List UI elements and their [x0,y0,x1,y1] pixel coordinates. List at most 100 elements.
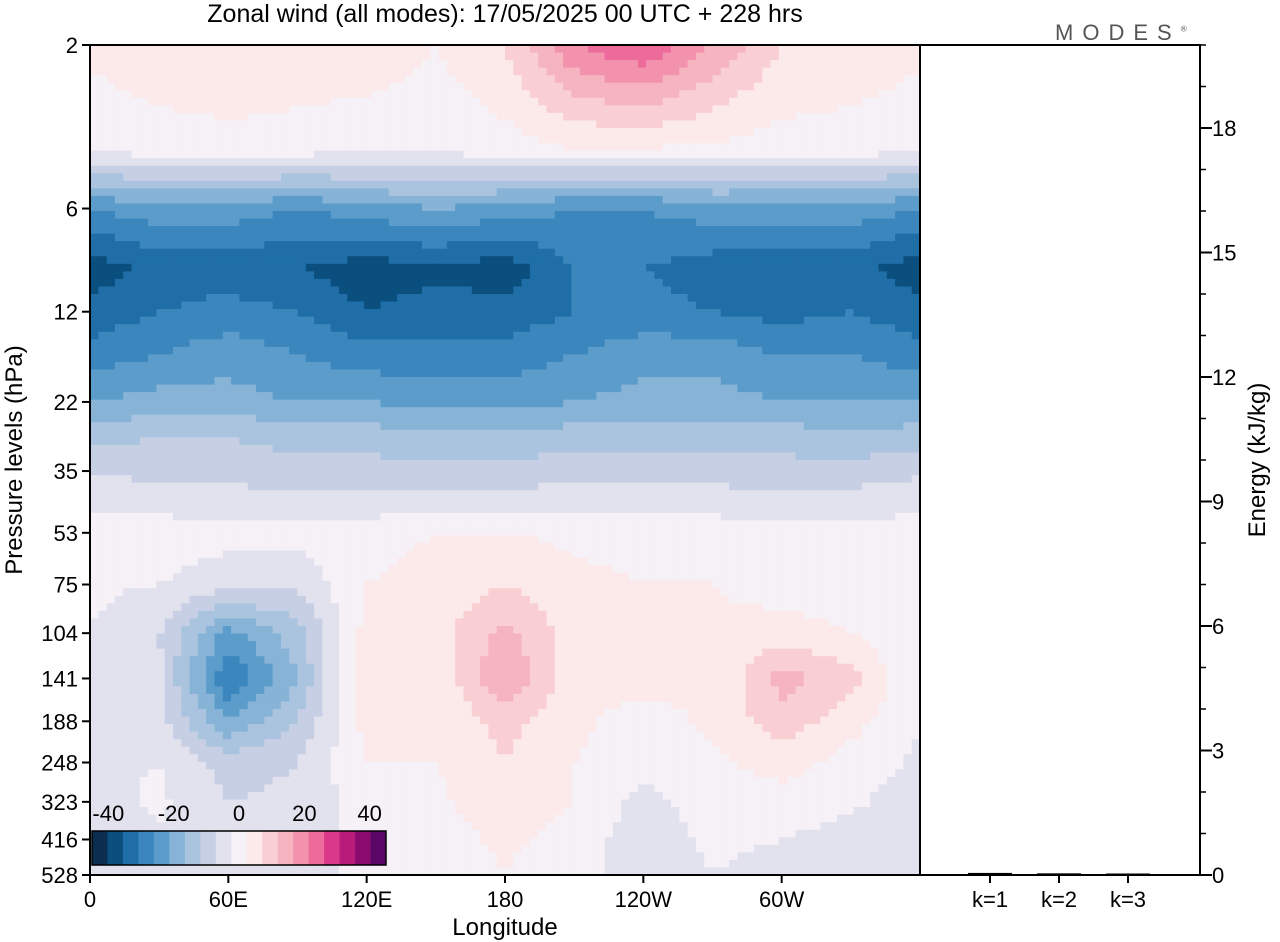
heatmap-cell [612,67,622,76]
heatmap-cell [289,75,299,84]
heatmap-cell [754,286,763,295]
heatmap-cell [264,324,274,333]
heatmap-cell [762,188,772,197]
heatmap-cell [720,128,730,137]
heatmap-cell [646,90,655,99]
heatmap-cell [778,369,788,378]
heatmap-cell [579,392,589,401]
heatmap-cell [903,188,913,197]
heatmap-cell [695,361,705,371]
heatmap-cell [156,112,166,122]
heatmap-cell [695,52,705,61]
heatmap-cell [754,143,763,152]
heatmap-cell [729,354,738,363]
heatmap-cell [778,112,788,122]
heatmap-cell [745,346,755,355]
heatmap-cell [206,143,216,152]
heatmap-cell [579,414,589,423]
heatmap-cell [778,354,788,363]
heatmap-cell [662,75,672,84]
heatmap-cell [239,399,249,408]
heatmap-cell [911,248,920,257]
heatmap-cell [222,75,232,84]
heatmap-cell [895,233,904,242]
heatmap-cell [812,331,821,340]
heatmap-cell [330,392,340,401]
heatmap-cell [505,195,514,205]
heatmap-cell [305,377,315,386]
heatmap-cell [430,105,440,114]
heatmap-cell [621,309,631,318]
heatmap-cell [596,203,606,212]
heatmap-cell [820,60,830,69]
heatmap-cell [156,256,166,265]
heatmap-cell [231,82,240,91]
heatmap-cell [239,241,249,250]
heatmap-cell [571,218,581,227]
heatmap-cell [554,377,564,386]
heatmap-cell [131,346,141,355]
heatmap-cell [554,301,564,310]
heatmap-cell [455,173,465,182]
heatmap-cell [778,324,788,333]
heatmap-cell [305,211,315,220]
heatmap-cell [247,120,257,129]
heatmap-cell [438,195,448,205]
heatmap-cell [247,60,257,69]
heatmap-cell [173,226,182,235]
heatmap-cell [355,399,365,408]
heatmap-cell [637,52,647,61]
heatmap-cell [197,90,207,99]
heatmap-cell [156,150,166,159]
heatmap-cell [861,294,871,303]
heatmap-cell [621,218,631,227]
heatmap-cell [837,52,846,61]
heatmap-cell [413,339,423,348]
heatmap-cell [131,316,141,325]
heatmap-cell [231,195,240,205]
heatmap-cell [903,150,913,159]
heatmap-cell [513,407,523,416]
heatmap-cell [538,331,548,340]
heatmap-cell [189,45,199,54]
heatmap-cell [280,82,290,91]
heatmap-cell [272,241,282,250]
heatmap-cell [455,226,465,235]
heatmap-cell [405,158,415,167]
heatmap-cell [422,158,431,167]
heatmap-cell [629,112,639,122]
heatmap-cell [712,218,722,227]
heatmap-cell [554,309,564,318]
heatmap-cell [812,294,821,303]
heatmap-cell [554,173,564,182]
heatmap-cell [695,346,705,355]
heatmap-cell [197,52,207,61]
heatmap-cell [148,377,157,386]
heatmap-cell [895,407,904,416]
heatmap-cell [596,105,606,114]
heatmap-cell [828,150,838,159]
heatmap-cell [513,361,523,371]
heatmap-cell [588,361,597,371]
heatmap-cell [90,301,99,310]
heatmap-cell [330,195,340,205]
heatmap-cell [106,346,116,355]
heatmap-cell [729,143,738,152]
heatmap-cell [305,286,315,295]
heatmap-cell [280,90,290,99]
heatmap-cell [256,377,265,386]
heatmap-cell [853,105,863,114]
heatmap-cell [347,150,357,159]
heatmap-cell [770,369,780,378]
heatmap-cell [330,158,340,167]
heatmap-cell [521,384,531,393]
heatmap-cell [197,195,207,205]
heatmap-cell [206,399,216,408]
heatmap-cell [895,45,904,54]
heatmap-cell [737,203,747,212]
heatmap-cell [563,165,572,174]
heatmap-cell [496,361,506,371]
heatmap-cell [280,60,290,69]
heatmap-cell [695,45,705,54]
heatmap-cell [505,369,514,378]
